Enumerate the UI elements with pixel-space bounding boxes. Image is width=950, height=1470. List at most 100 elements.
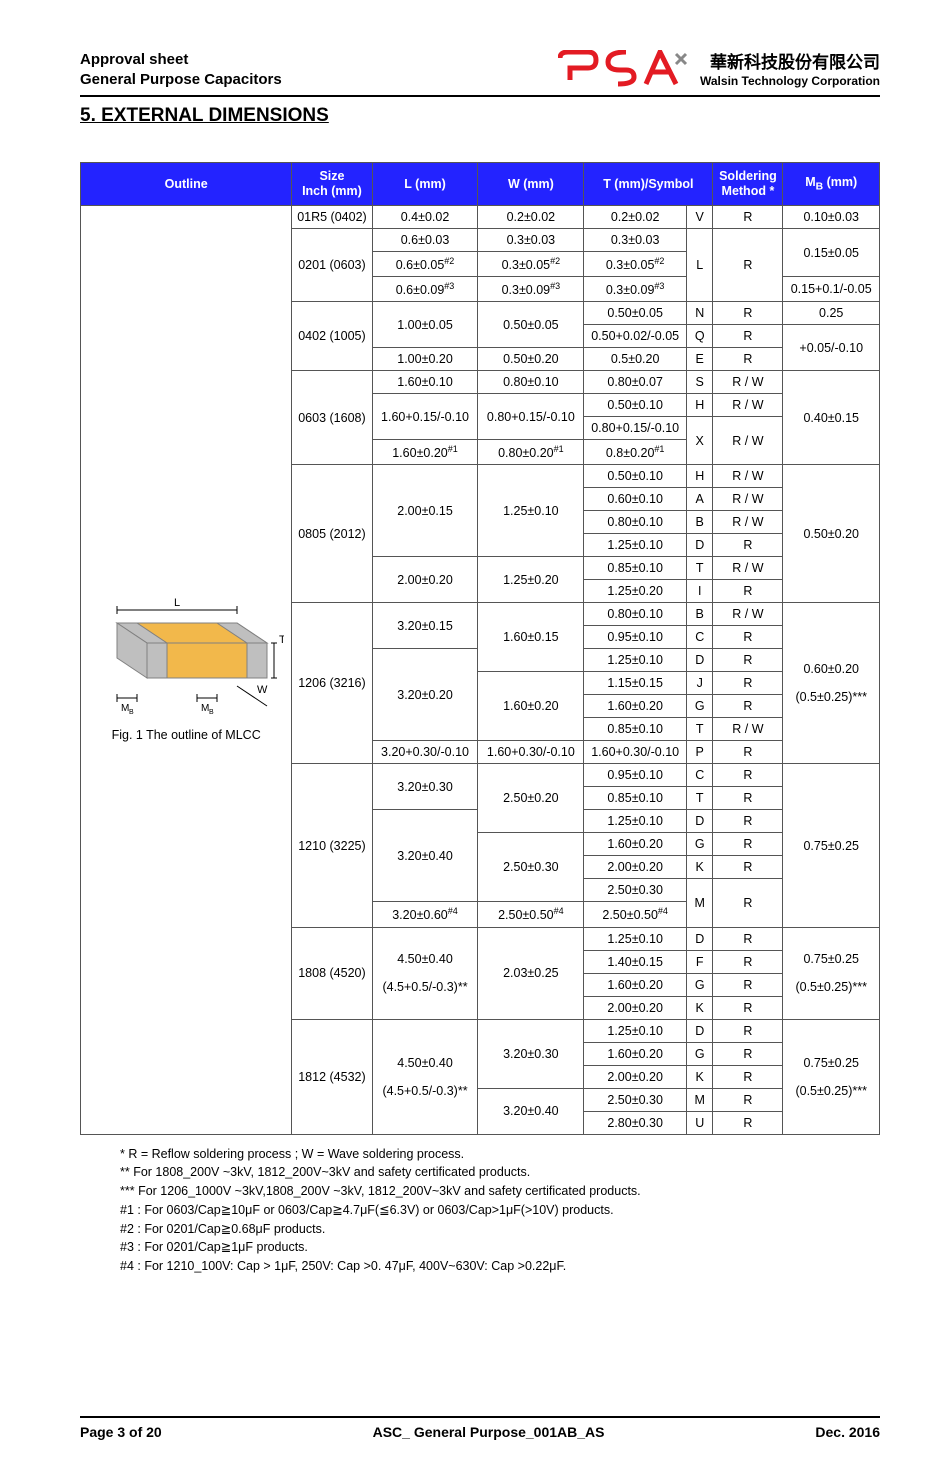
cell-solder: R [713,1065,783,1088]
cell-L: 4.50±0.40(4.5+0.5/-0.3)** [372,927,478,1019]
cell-W: 0.80±0.10 [478,371,584,394]
cell-MB: +0.05/-0.10 [783,325,880,371]
table-body: LTWMBMBFig. 1 The outline of MLCC01R5 (0… [81,206,880,1135]
col-L: L (mm) [372,163,478,206]
cell-MB: 0.25 [783,302,880,325]
cell-solder: R [713,1088,783,1111]
cell-size: 0805 (2012) [292,465,372,603]
cell-symbol: K [687,1065,713,1088]
col-T: T (mm)/Symbol [584,163,713,206]
footer-page: Page 3 of 20 [80,1424,162,1440]
cell-solder: R [713,580,783,603]
cell-W: 0.80+0.15/-0.10 [478,394,584,440]
svg-text:W: W [257,684,268,696]
cell-symbol: M [687,879,713,927]
cell-symbol: E [687,348,713,371]
cell-T: 1.60+0.30/-0.10 [584,741,687,764]
cell-solder: R [713,626,783,649]
cell-L: 1.00±0.20 [372,348,478,371]
cell-symbol: G [687,1042,713,1065]
cell-symbol: T [687,557,713,580]
cell-T: 0.95±0.10 [584,764,687,787]
cell-T: 0.85±0.10 [584,718,687,741]
cell-symbol: Q [687,325,713,348]
cell-size: 01R5 (0402) [292,206,372,229]
page: Approval sheet General Purpose Capacitor… [0,0,950,1470]
footnote: #3 : For 0201/Cap≧1μF products. [120,1238,880,1257]
cell-MB: 0.75±0.25(0.5±0.25)*** [783,1019,880,1134]
cell-solder: R / W [713,557,783,580]
cell-T: 0.80±0.10 [584,511,687,534]
cell-symbol: P [687,741,713,764]
cell-solder: R [713,973,783,996]
cell-L: 1.00±0.05 [372,302,478,348]
cell-T: 0.95±0.10 [584,626,687,649]
cell-size: 0402 (1005) [292,302,372,371]
cell-symbol: B [687,603,713,626]
cell-W: 1.25±0.20 [478,557,584,603]
cell-L: 0.6±0.05#2 [372,252,478,277]
cell-T: 0.80+0.15/-0.10 [584,417,687,440]
cell-L: 4.50±0.40(4.5+0.5/-0.3)** [372,1019,478,1134]
cell-solder: R [713,302,783,325]
cell-W: 1.60+0.30/-0.10 [478,741,584,764]
cell-solder: R [713,833,783,856]
cell-W: 2.50±0.30 [478,833,584,902]
cell-T: 2.50±0.50#4 [584,902,687,927]
cell-T: 1.25±0.10 [584,927,687,950]
col-W: W (mm) [478,163,584,206]
cell-symbol: G [687,833,713,856]
page-header: Approval sheet General Purpose Capacitor… [80,50,880,91]
cell-solder: R [713,695,783,718]
cell-solder: R [713,856,783,879]
cell-symbol: G [687,973,713,996]
cell-T: 0.2±0.02 [584,206,687,229]
cell-T: 1.40±0.15 [584,950,687,973]
cell-solder: R / W [713,394,783,417]
cell-symbol: C [687,764,713,787]
cell-solder: R [713,996,783,1019]
table-header-row: Outline SizeInch (mm) L (mm) W (mm) T (m… [81,163,880,206]
cell-symbol: X [687,417,713,465]
cell-L: 2.00±0.15 [372,465,478,557]
mlcc-diagram: LTWMBMB [89,598,284,718]
cell-L: 3.20+0.30/-0.10 [372,741,478,764]
cell-W: 2.50±0.50#4 [478,902,584,927]
col-solder: SolderingMethod * [713,163,783,206]
cell-solder: R [713,1111,783,1134]
cell-MB: 0.60±0.20(0.5±0.25)*** [783,603,880,764]
col-size: SizeInch (mm) [292,163,372,206]
cell-size: 0603 (1608) [292,371,372,465]
cell-W: 1.60±0.15 [478,603,584,672]
footnote: *** For 1206_1000V ~3kV,1808_200V ~3kV, … [120,1182,880,1201]
cell-MB: 0.50±0.20 [783,465,880,603]
footnotes: * R = Reflow soldering process ; W = Wav… [120,1145,880,1276]
cell-W: 0.2±0.02 [478,206,584,229]
cell-T: 1.60±0.20 [584,833,687,856]
cell-W: 0.3±0.09#3 [478,277,584,302]
cell-T: 0.50±0.10 [584,465,687,488]
cell-L: 3.20±0.40 [372,810,478,902]
cell-symbol: I [687,580,713,603]
table-row: LTWMBMBFig. 1 The outline of MLCC01R5 (0… [81,206,880,229]
cell-T: 0.50±0.05 [584,302,687,325]
cell-L: 1.60+0.15/-0.10 [372,394,478,440]
cell-symbol: D [687,1019,713,1042]
page-footer: Page 3 of 20 ASC_ General Purpose_001AB_… [80,1416,880,1440]
cell-W: 1.25±0.10 [478,465,584,557]
footer-date: Dec. 2016 [815,1424,880,1440]
cell-solder: R [713,206,783,229]
cell-W: 1.60±0.20 [478,672,584,741]
cell-W: 0.80±0.20#1 [478,440,584,465]
cell-L: 0.6±0.09#3 [372,277,478,302]
cell-T: 1.25±0.10 [584,649,687,672]
cell-symbol: J [687,672,713,695]
cell-T: 2.00±0.20 [584,1065,687,1088]
svg-text:B: B [129,709,134,716]
cell-size: 1812 (4532) [292,1019,372,1134]
footnote: #1 : For 0603/Cap≧10μF or 0603/Cap≧4.7μF… [120,1201,880,1220]
cell-symbol: K [687,856,713,879]
cell-W: 0.3±0.05#2 [478,252,584,277]
cell-W: 3.20±0.30 [478,1019,584,1088]
cell-T: 1.60±0.20 [584,973,687,996]
